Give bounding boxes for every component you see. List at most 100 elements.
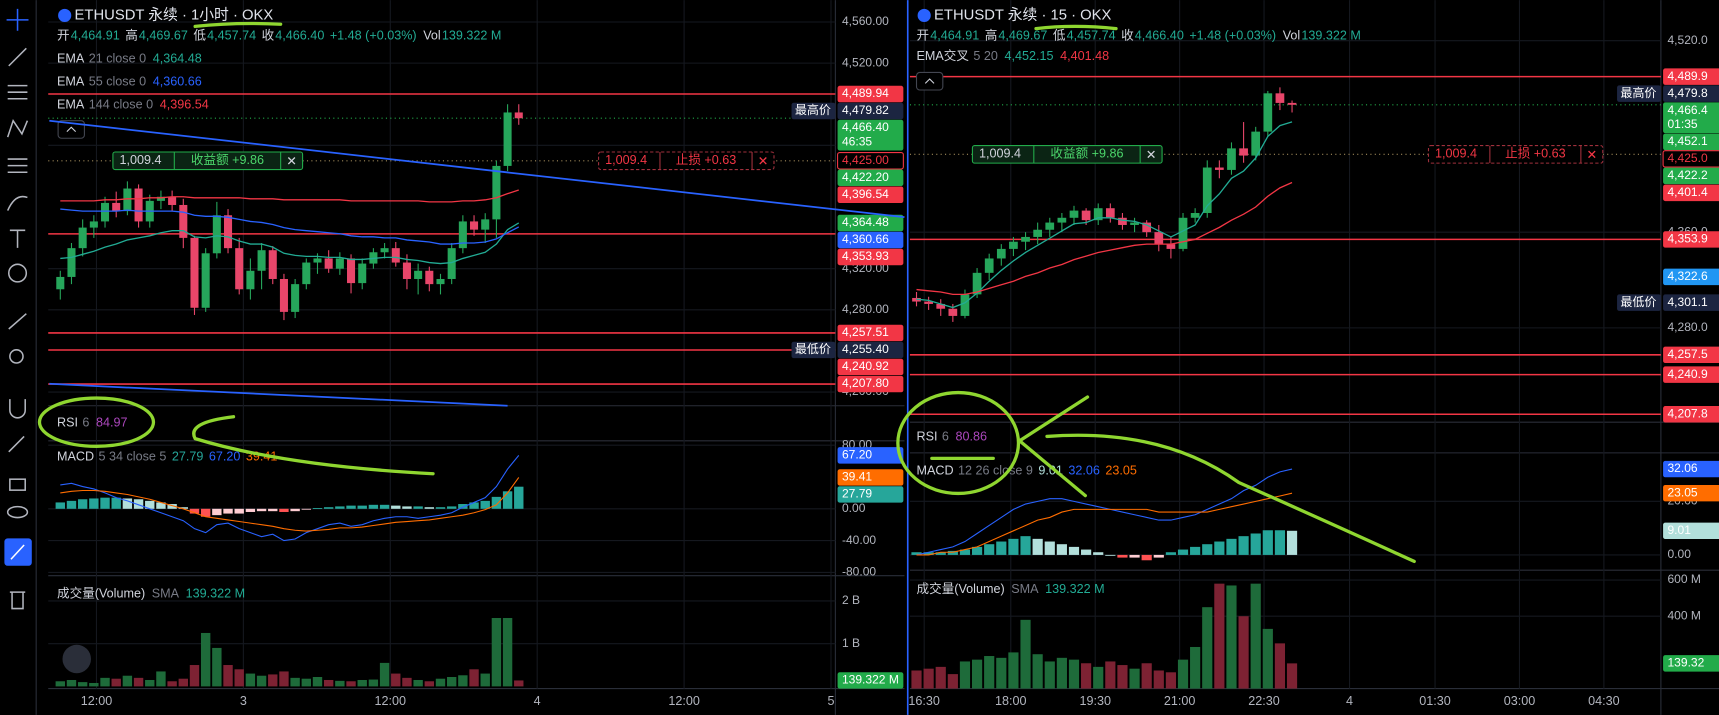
annotation <box>193 21 283 29</box>
text-tool[interactable] <box>9 229 26 248</box>
lock-tool[interactable] <box>9 478 26 491</box>
macd-histogram-bar <box>167 504 177 509</box>
close-button[interactable] <box>759 157 767 165</box>
macd-histogram-bar <box>996 541 1007 555</box>
price-tag-label: 139.32 <box>1667 656 1704 670</box>
candle-body <box>470 221 479 230</box>
zoom-tool[interactable] <box>9 349 24 364</box>
chart-pane: 4,560.004,520.004,440.004,320.004,280.00… <box>48 0 905 715</box>
y-tick-label: 4,520.0 <box>1667 33 1707 47</box>
delete-tool[interactable] <box>9 591 26 610</box>
volume-bar <box>189 665 200 687</box>
close-button[interactable] <box>287 157 296 165</box>
trend-line <box>49 119 905 219</box>
candle-body <box>481 219 490 230</box>
candle-body <box>179 204 188 238</box>
volume-bar <box>1129 668 1140 689</box>
price-tag <box>837 169 904 186</box>
legend-line: 开4,464.91 高4,469.67 低4,457.74 收4,466.40 +1.4… <box>57 28 501 43</box>
candle-body <box>503 112 512 166</box>
visibility-tool[interactable] <box>6 505 29 519</box>
annotation <box>896 390 1021 496</box>
legend-line: 成交量(Volume) SMA 139.322 M <box>917 581 1105 596</box>
candle-body <box>1057 217 1067 223</box>
price-tag-label: 4,466.4 <box>1667 103 1707 117</box>
candle-body <box>1275 93 1285 103</box>
volume-bar <box>1286 663 1298 689</box>
macd-histogram-bar <box>256 508 267 512</box>
candle-body <box>1239 148 1248 156</box>
pattern-tool[interactable] <box>6 118 29 138</box>
stop-box[interactable] <box>1427 145 1604 164</box>
macd-histogram-bar <box>413 506 423 509</box>
time-label: 04:30 <box>1588 694 1620 708</box>
macd-histogram-bar <box>379 504 390 509</box>
macd-histogram-bar <box>1141 554 1152 561</box>
macd-histogram-bar <box>223 508 233 514</box>
collapse-button[interactable] <box>915 71 944 91</box>
volume-bar <box>268 674 278 687</box>
volume-bar <box>133 677 144 687</box>
note-label: 最高价 <box>1620 85 1656 100</box>
macd-histogram-bar <box>923 552 934 555</box>
macd-histogram-bar <box>1262 530 1273 555</box>
price-tag <box>837 85 904 103</box>
candle-body <box>996 248 1006 259</box>
macd-histogram-bar <box>279 508 289 512</box>
price-tag <box>837 375 904 393</box>
candle-body <box>257 250 266 271</box>
volume-bar <box>301 678 312 687</box>
price-tag-label: 4,360.66 <box>842 232 889 246</box>
channel-tool[interactable] <box>7 84 28 100</box>
trend-line <box>49 382 508 407</box>
macd-histogram-bar <box>89 498 99 509</box>
macd-histogram-bar <box>480 500 490 509</box>
time-label: 16:30 <box>908 694 940 708</box>
macd-histogram-bar <box>357 505 367 509</box>
collapse-button[interactable] <box>57 120 85 139</box>
macd-histogram-bar <box>122 498 133 509</box>
candle-body <box>101 202 110 222</box>
volume-bar <box>1008 652 1019 689</box>
note-label: 最低价 <box>795 342 831 356</box>
position-qty: 1,009.4 <box>119 153 161 167</box>
legend-item: 4,469.67 <box>139 29 188 43</box>
price-tag <box>1663 522 1719 540</box>
close-button[interactable] <box>1588 150 1596 159</box>
crosshair-tool[interactable] <box>6 8 29 31</box>
annotation <box>192 415 435 476</box>
note-box <box>791 341 836 359</box>
time-label: 19:30 <box>1079 694 1111 708</box>
emoji-tool[interactable] <box>8 263 28 283</box>
candle-body <box>201 253 210 308</box>
volume-bar <box>245 673 256 687</box>
position-box[interactable] <box>112 151 304 171</box>
magnet-tool[interactable] <box>9 399 26 419</box>
legend-item: 成交量(Volume) <box>57 586 145 601</box>
annotation <box>1034 24 1118 31</box>
close-button[interactable] <box>1147 150 1155 159</box>
candle-body <box>56 276 65 290</box>
position-box[interactable] <box>971 145 1163 164</box>
fib-tool[interactable] <box>7 158 28 173</box>
macd-histogram-bar <box>458 504 468 509</box>
legend-item: 4,464.91 <box>930 29 979 43</box>
time-label: 22:30 <box>1248 694 1280 708</box>
volume-bar <box>1177 659 1189 689</box>
candle-body <box>358 263 367 284</box>
price-tag-label: 4,479.82 <box>842 103 889 117</box>
stop-box[interactable] <box>598 151 775 171</box>
candle-body <box>1033 229 1043 237</box>
legend-item: 收 <box>262 29 275 43</box>
ruler-tool[interactable] <box>8 313 27 330</box>
volume-bar <box>223 665 233 687</box>
time-label: 4 <box>534 694 541 708</box>
legend-item: +1.48 (+0.03%) <box>330 29 417 43</box>
line-tool[interactable] <box>8 47 27 67</box>
overlay: 16:30 18:00 19:30 21:00 22:30 4 01:30 03:00 04:3… <box>908 6 1719 708</box>
marks <box>55 104 524 687</box>
brush-tool[interactable] <box>6 195 28 211</box>
lock-draw-tool[interactable] <box>8 435 25 453</box>
time-label: 18:00 <box>995 694 1027 708</box>
candle-body <box>246 270 255 290</box>
